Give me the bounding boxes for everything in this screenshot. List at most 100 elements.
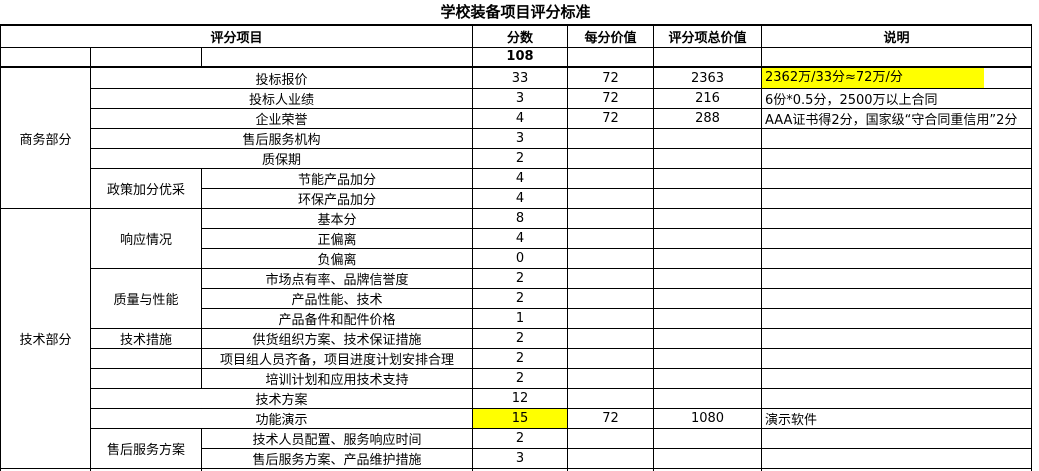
item-name-cell: 市场点有率、品牌信誉度	[201, 268, 473, 289]
cell-empty	[653, 208, 762, 229]
cell-empty	[761, 248, 1032, 269]
col-header-per-point-value: 每分价值	[567, 24, 654, 48]
item-name-cell: 项目组人员齐备，项目进度计划安排合理	[201, 348, 473, 369]
subsection-quality-cell: 质量与性能	[90, 268, 202, 329]
cell-empty	[761, 448, 1032, 469]
cell-empty	[0, 46, 91, 68]
cell-empty	[567, 188, 654, 209]
cell-empty	[567, 428, 654, 449]
cell-empty	[567, 328, 654, 349]
row-warranty: 质保期 2	[1, 148, 1032, 169]
cell-empty	[653, 46, 762, 68]
note-cell: 6份*0.5分，2500万以上合同	[761, 88, 1032, 109]
cell-empty	[761, 188, 1032, 209]
cell-empty	[201, 46, 473, 68]
total-value-cell: 2363	[653, 66, 762, 89]
score-cell: 4	[472, 228, 568, 249]
cell-empty	[567, 288, 654, 309]
score-cell: 2	[472, 428, 568, 449]
item-name-cell: 供货组织方案、技术保证措施	[201, 328, 473, 349]
score-cell: 33	[472, 66, 568, 89]
subsection-tech-measures-cell: 技术措施	[90, 328, 202, 349]
col-header-item-total-value: 评分项总价值	[653, 24, 762, 48]
item-name-cell: 技术方案	[90, 388, 473, 409]
cell-empty	[653, 448, 762, 469]
cell-empty	[761, 208, 1032, 229]
item-name-cell: 环保产品加分	[201, 188, 473, 209]
scoring-table: 评分项目 分数 每分价值 评分项总价值 说明 108 商务部分 投标报价 33 …	[0, 24, 1032, 471]
total-value-cell: 1080	[653, 408, 762, 429]
page-title: 学校装备项目评分标准	[440, 3, 591, 21]
item-name-cell: 正偏离	[201, 228, 473, 249]
note-cell: AAA证书得2分，国家级“守合同重信用”2分	[761, 108, 1032, 129]
cell-empty	[761, 328, 1032, 349]
cell-empty	[761, 368, 1032, 389]
score-cell-highlighted: 15	[472, 408, 568, 429]
cell-empty	[761, 288, 1032, 309]
cell-empty	[567, 348, 654, 369]
item-name-cell: 技术人员配置、服务响应时间	[201, 428, 473, 449]
note-cell: 2362万/33分≈72万/分	[761, 66, 1032, 89]
per-point-cell: 72	[567, 108, 654, 129]
score-cell: 2	[472, 328, 568, 349]
score-cell: 2	[472, 268, 568, 289]
item-name-cell: 售后服务方案、产品维护措施	[201, 448, 473, 469]
cell-empty	[653, 248, 762, 269]
score-cell: 1	[472, 308, 568, 329]
score-cell: 0	[472, 248, 568, 269]
item-name-cell: 产品备件和配件价格	[201, 308, 473, 329]
row-env-friendly: 环保产品加分 4	[1, 188, 1032, 209]
item-name-cell: 售后服务机构	[90, 128, 473, 149]
cell-empty	[653, 308, 762, 329]
section-business-cell: 商务部分	[0, 66, 91, 209]
row-energy-saving: 政策加分优采 节能产品加分 4	[1, 168, 1032, 209]
cell-empty	[761, 348, 1032, 369]
item-name-cell: 投标人业绩	[90, 88, 473, 109]
cell-empty	[761, 428, 1032, 449]
row-maintenance: 售后服务方案、产品维护措施 3	[1, 448, 1032, 469]
score-cell: 3	[472, 128, 568, 149]
subsection-policy-bonus-cell: 政策加分优采	[90, 168, 202, 209]
item-name-cell: 质保期	[90, 148, 473, 169]
col-header-score: 分数	[472, 24, 568, 48]
score-cell: 8	[472, 208, 568, 229]
cell-empty	[567, 368, 654, 389]
cell-empty	[567, 168, 654, 189]
cell-empty	[90, 46, 202, 68]
item-name-cell: 基本分	[201, 208, 473, 229]
row-bid-price: 商务部分 投标报价 33 72 2363 2362万/33分≈72万/分	[0, 66, 1032, 209]
cell-empty	[761, 148, 1032, 169]
row-enterprise-honor: 企业荣誉 4 72 288 AAA证书得2分，国家级“守合同重信用”2分	[1, 108, 1032, 129]
score-cell: 3	[472, 448, 568, 469]
score-cell: 3	[472, 88, 568, 109]
score-cell: 2	[472, 368, 568, 389]
row-after-sales-org: 售后服务机构 3	[1, 128, 1032, 149]
score-cell: 2	[472, 148, 568, 169]
score-cell: 4	[472, 108, 568, 129]
cell-empty	[90, 348, 202, 369]
cell-empty	[653, 348, 762, 369]
row-product-performance: 产品性能、技术 2	[1, 288, 1032, 309]
cell-empty	[567, 148, 654, 169]
note-cell: 演示软件	[761, 408, 1032, 429]
cell-empty	[653, 268, 762, 289]
cell-empty	[653, 228, 762, 249]
total-row: 108	[0, 46, 1032, 68]
per-point-cell: 72	[567, 408, 654, 429]
cell-empty	[653, 388, 762, 409]
score-cell: 2	[472, 348, 568, 369]
score-cell: 4	[472, 168, 568, 189]
cell-empty	[653, 128, 762, 149]
score-cell: 12	[472, 388, 568, 409]
total-value-cell: 216	[653, 88, 762, 109]
cell-empty	[761, 388, 1032, 409]
item-name-cell: 企业荣誉	[90, 108, 473, 129]
partial-row-clipped	[0, 468, 1032, 471]
cell-empty	[761, 128, 1032, 149]
cell-empty	[761, 308, 1032, 329]
row-project-team: 项目组人员齐备，项目进度计划安排合理 2	[1, 348, 1032, 369]
cell-empty	[653, 368, 762, 389]
subsection-after-sales-plan-cell: 售后服务方案	[90, 428, 202, 469]
row-negative-deviation: 负偏离 0	[1, 248, 1032, 269]
